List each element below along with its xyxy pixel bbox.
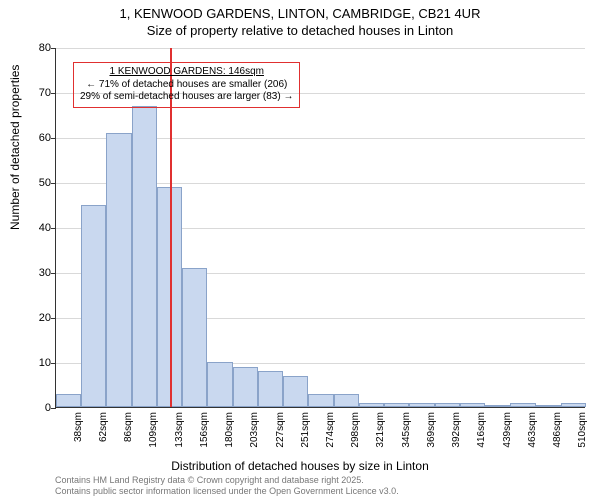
xtick-label: 133sqm (174, 412, 185, 448)
histogram-bar (233, 367, 258, 408)
xtick-label: 180sqm (224, 412, 235, 448)
plot-region: 0102030405060708038sqm62sqm86sqm109sqm13… (55, 48, 585, 408)
histogram-bar (182, 268, 207, 408)
ytick-mark (51, 228, 56, 229)
ytick-label: 40 (21, 222, 51, 234)
footer-line1: Contains HM Land Registry data © Crown c… (55, 475, 399, 486)
xtick-label: 416sqm (476, 412, 487, 448)
histogram-bar (56, 394, 81, 408)
xtick-label: 298sqm (350, 412, 361, 448)
footer-attribution: Contains HM Land Registry data © Crown c… (55, 475, 399, 497)
ytick-mark (51, 318, 56, 319)
ytick-label: 10 (21, 357, 51, 369)
histogram-bar (561, 403, 586, 408)
x-axis-label: Distribution of detached houses by size … (0, 459, 600, 473)
ytick-mark (51, 408, 56, 409)
ytick-label: 80 (21, 42, 51, 54)
xtick-label: 109sqm (148, 412, 159, 448)
xtick-label: 463sqm (527, 412, 538, 448)
xtick-label: 62sqm (98, 412, 109, 442)
xtick-label: 486sqm (552, 412, 563, 448)
y-axis-label: Number of detached properties (8, 65, 22, 230)
xtick-label: 227sqm (275, 412, 286, 448)
histogram-bar (384, 403, 409, 408)
histogram-bar (258, 371, 283, 407)
xtick-label: 439sqm (502, 412, 513, 448)
histogram-bar (132, 106, 157, 408)
histogram-bar (510, 403, 535, 408)
chart-title-block: 1, KENWOOD GARDENS, LINTON, CAMBRIDGE, C… (0, 0, 600, 40)
ytick-label: 30 (21, 267, 51, 279)
histogram-bar (409, 403, 434, 408)
xtick-label: 38sqm (73, 412, 84, 442)
xtick-label: 321sqm (375, 412, 386, 448)
xtick-label: 345sqm (401, 412, 412, 448)
ytick-mark (51, 93, 56, 94)
xtick-label: 369sqm (426, 412, 437, 448)
histogram-bar (334, 394, 359, 408)
xtick-label: 156sqm (199, 412, 210, 448)
ytick-label: 20 (21, 312, 51, 324)
histogram-bar (106, 133, 131, 408)
histogram-bar (283, 376, 308, 408)
xtick-label: 274sqm (325, 412, 336, 448)
ytick-mark (51, 363, 56, 364)
title-address: 1, KENWOOD GARDENS, LINTON, CAMBRIDGE, C… (0, 6, 600, 23)
chart-area: 0102030405060708038sqm62sqm86sqm109sqm13… (55, 48, 585, 408)
histogram-bar (207, 362, 232, 407)
histogram-bar (81, 205, 106, 408)
ytick-mark (51, 183, 56, 184)
ytick-label: 0 (21, 402, 51, 414)
footer-line2: Contains public sector information licen… (55, 486, 399, 497)
annotation-box: 1 KENWOOD GARDENS: 146sqm← 71% of detach… (73, 62, 300, 108)
title-subtitle: Size of property relative to detached ho… (0, 23, 600, 40)
xtick-label: 86sqm (123, 412, 134, 442)
histogram-bar (359, 403, 384, 408)
ytick-mark (51, 138, 56, 139)
xtick-label: 203sqm (249, 412, 260, 448)
histogram-bar (460, 403, 485, 408)
xtick-label: 510sqm (577, 412, 588, 448)
histogram-bar (308, 394, 333, 408)
ytick-label: 50 (21, 177, 51, 189)
ytick-label: 70 (21, 87, 51, 99)
ytick-mark (51, 273, 56, 274)
annotation-line: 1 KENWOOD GARDENS: 146sqm (80, 66, 293, 79)
annotation-line: 29% of semi-detached houses are larger (… (80, 91, 293, 104)
xtick-label: 251sqm (300, 412, 311, 448)
xtick-label: 392sqm (451, 412, 462, 448)
gridline (56, 48, 585, 49)
ytick-mark (51, 48, 56, 49)
histogram-bar (485, 405, 510, 407)
histogram-bar (536, 405, 561, 407)
annotation-line: ← 71% of detached houses are smaller (20… (80, 79, 293, 92)
ytick-label: 60 (21, 132, 51, 144)
histogram-bar (435, 403, 460, 408)
